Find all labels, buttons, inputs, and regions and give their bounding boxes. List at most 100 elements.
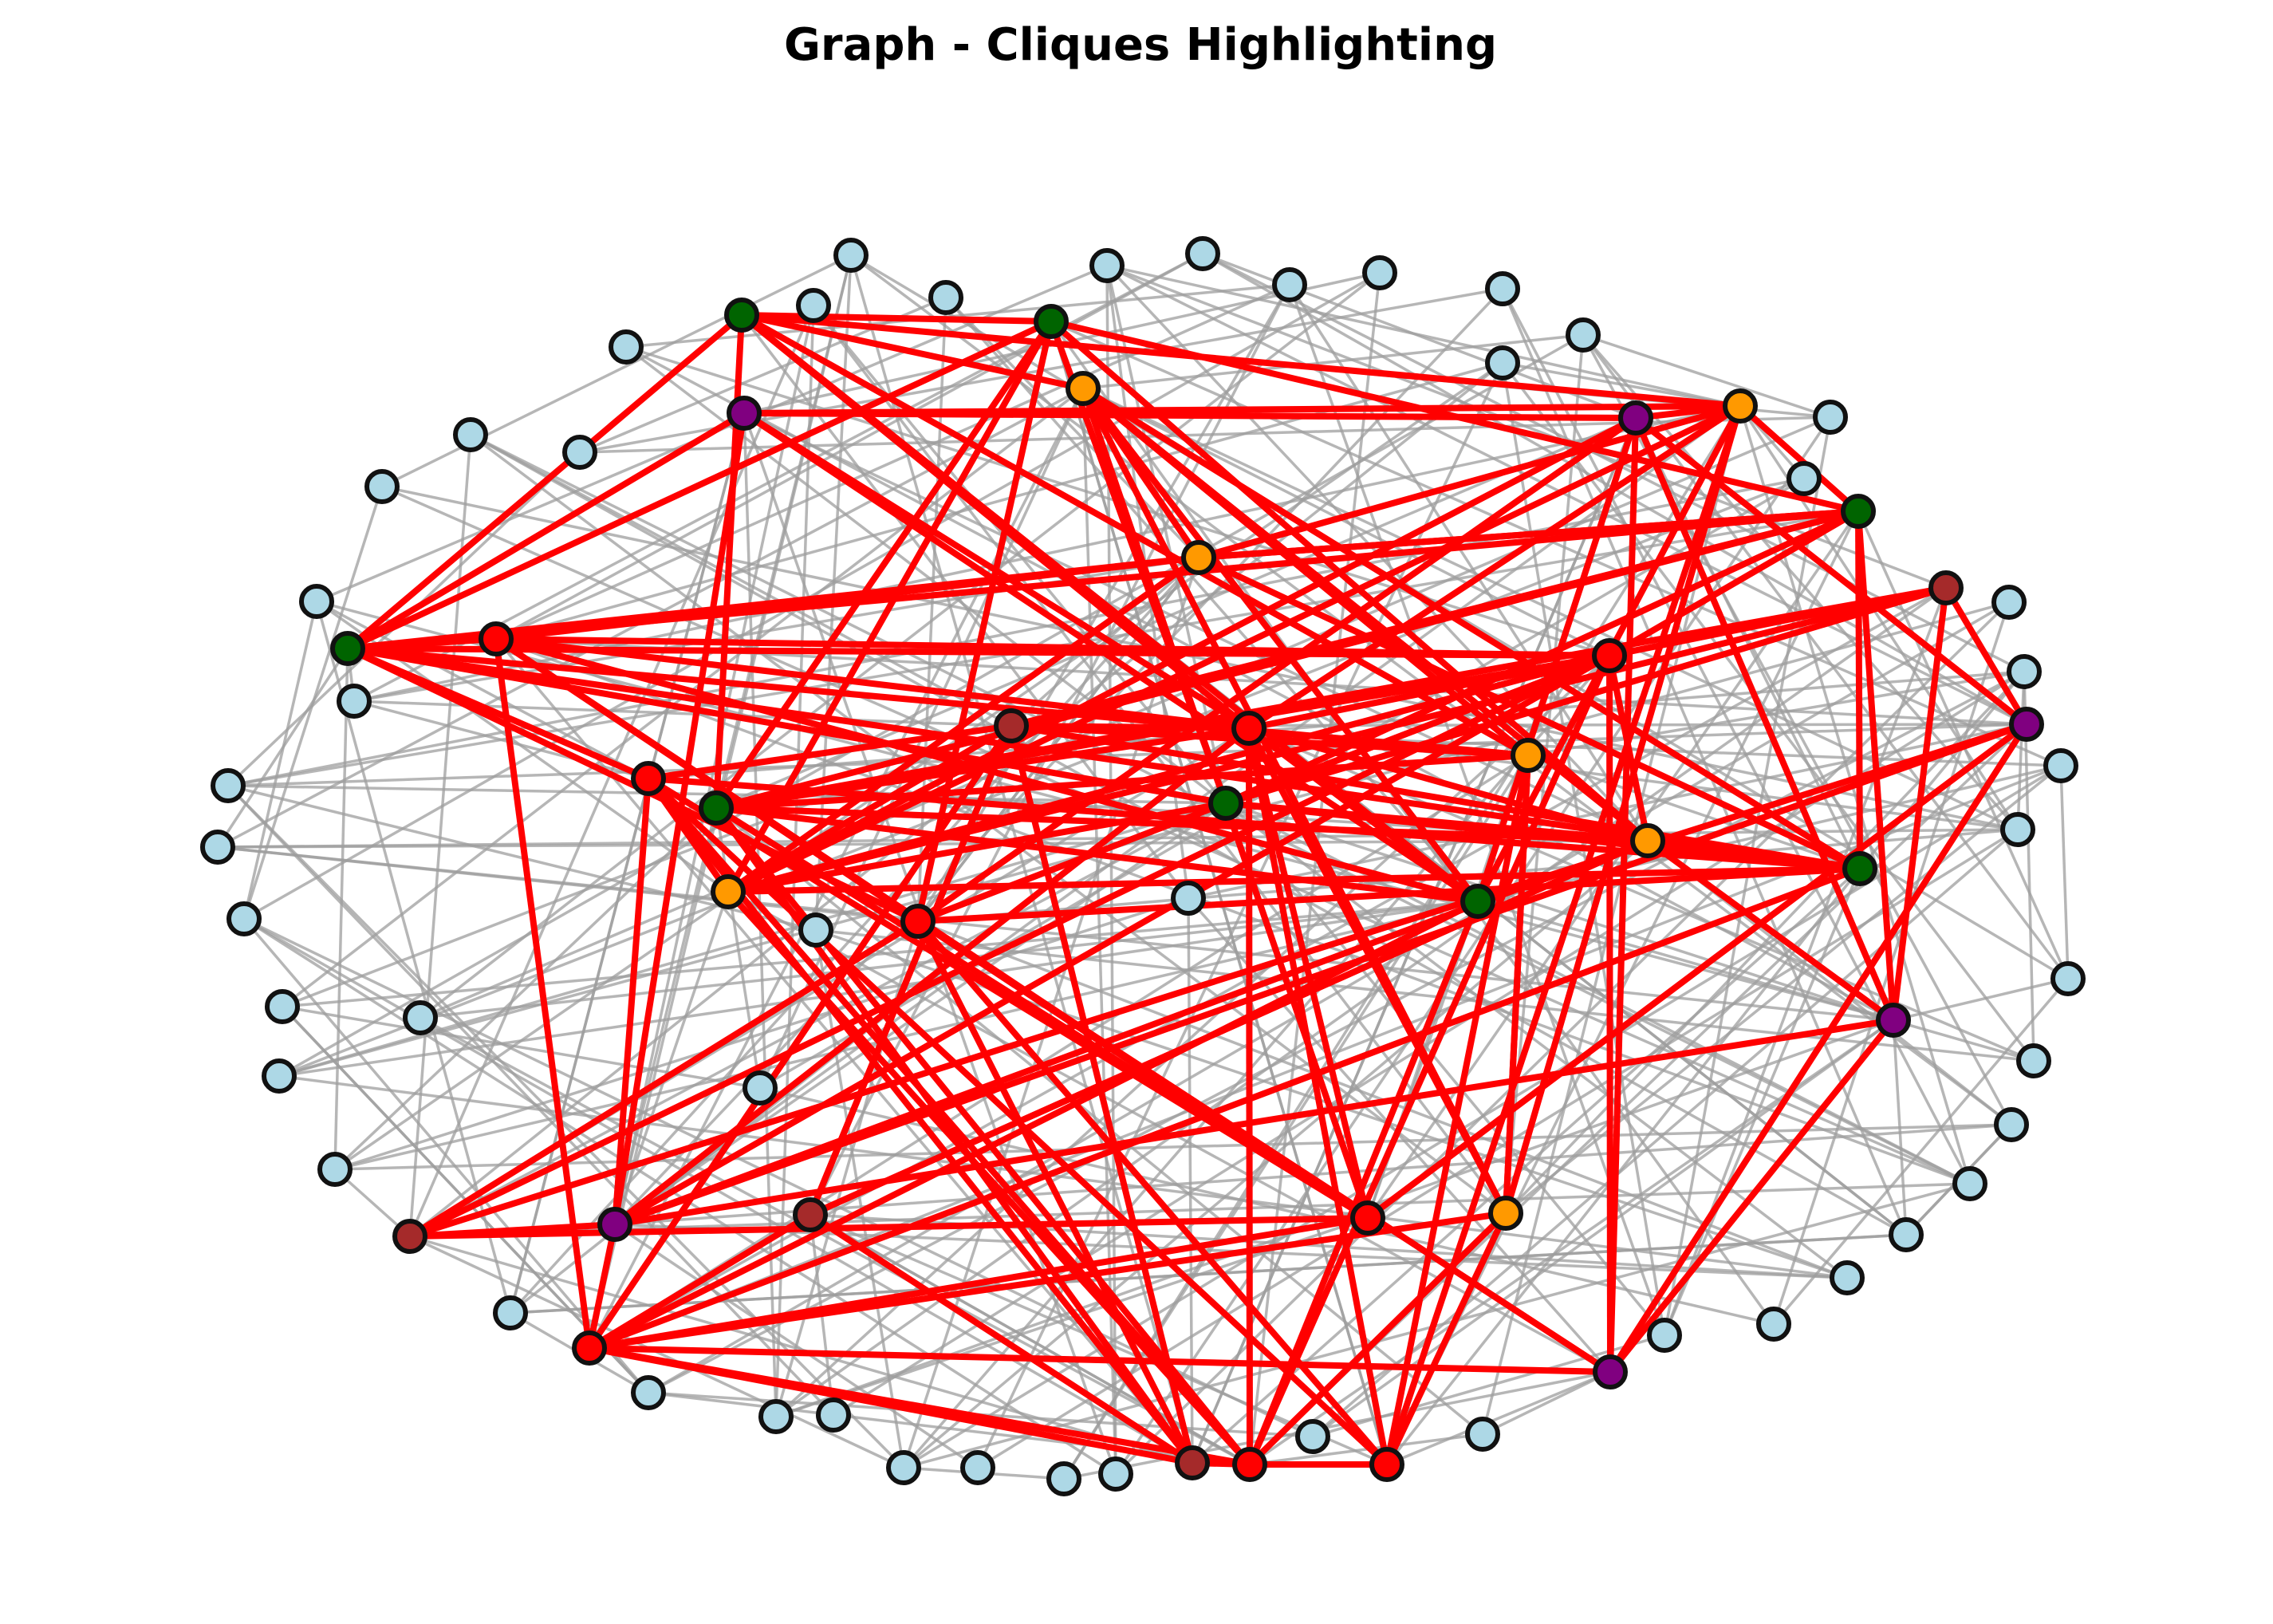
graph-edge xyxy=(625,283,1290,349)
clique-edge xyxy=(614,1017,1894,1228)
clique-edge xyxy=(1633,415,2029,727)
graph-edge xyxy=(243,917,1117,1476)
clique-edge xyxy=(346,645,650,782)
graph-node xyxy=(1756,1307,1791,1342)
clique-node xyxy=(711,874,746,909)
clique-node xyxy=(1592,638,1627,673)
clique-node xyxy=(699,790,734,826)
graph-edge xyxy=(216,648,349,848)
graph-edge xyxy=(381,485,2019,831)
clique-edge xyxy=(1503,755,1531,1214)
clique-edge xyxy=(1738,404,1861,514)
clique-edge xyxy=(1607,1018,1897,1374)
graph-edge xyxy=(333,806,718,1171)
clique-edge xyxy=(613,725,1251,1228)
clique-node xyxy=(2009,707,2044,742)
clique-edge xyxy=(408,652,1611,1240)
clique-edge xyxy=(495,636,1250,731)
clique-edge xyxy=(741,312,1084,392)
graph-node xyxy=(265,989,300,1024)
graph-edge xyxy=(1063,1370,1611,1480)
graph-node xyxy=(403,1000,438,1035)
graph-edge xyxy=(743,412,1649,842)
graph-edge xyxy=(333,648,349,1170)
graph-node xyxy=(1566,317,1601,353)
clique-node xyxy=(994,708,1029,743)
clique-node xyxy=(1231,711,1266,746)
graph-edge xyxy=(1105,265,1227,804)
clique-edge xyxy=(408,918,920,1240)
graph-edge xyxy=(242,917,650,1394)
clique-edge xyxy=(1607,722,2030,1374)
graph-edge xyxy=(613,891,730,1225)
graph-edge xyxy=(408,434,472,1237)
graph-edge xyxy=(1225,802,1894,1022)
clique-edge xyxy=(1607,508,1861,659)
graph-node xyxy=(833,238,869,273)
graph-node xyxy=(960,1450,995,1485)
clique-edge xyxy=(741,312,1741,409)
graph-node xyxy=(2050,961,2086,996)
clique-edge xyxy=(586,1224,618,1349)
graph-edge xyxy=(282,1005,761,1090)
clique-edge xyxy=(586,723,1014,1350)
clique-node xyxy=(1369,1447,1404,1482)
clique-edge xyxy=(495,636,1610,659)
graph-edge xyxy=(1385,867,1861,1466)
graph-edge xyxy=(810,1213,1251,1466)
clique-edge xyxy=(742,410,1480,905)
graph-node xyxy=(796,288,831,323)
clique-edge xyxy=(743,403,1741,416)
clique-edge xyxy=(715,752,1529,811)
graph-node xyxy=(1813,400,1848,435)
graph-node xyxy=(299,584,334,619)
graph-node xyxy=(816,1397,851,1433)
graph-edge xyxy=(1082,333,1584,390)
graph-edge xyxy=(916,556,1200,923)
graph-edge xyxy=(1106,264,1741,408)
graph-node xyxy=(200,830,235,865)
clique-edge xyxy=(1010,508,1859,729)
clique-edge xyxy=(808,1212,1195,1466)
clique-edge xyxy=(589,1210,1507,1351)
graph-node xyxy=(317,1152,353,1187)
clique-edge xyxy=(727,865,1861,895)
clique-edge xyxy=(915,919,1390,1467)
clique-edge xyxy=(1008,725,1196,1464)
clique-edge xyxy=(1384,755,1531,1465)
clique-node xyxy=(724,298,759,333)
graph-node xyxy=(337,684,372,719)
clique-edge xyxy=(1247,654,1613,1466)
graph-node xyxy=(1485,271,1520,306)
graph-edge xyxy=(1663,868,1861,1336)
graph-edge xyxy=(1482,1370,1611,1436)
graph-node xyxy=(798,913,833,948)
graph-edge xyxy=(1739,405,2019,830)
graph-edge xyxy=(1772,977,2070,1326)
clique-edge xyxy=(741,312,1052,325)
clique-edge xyxy=(727,800,1227,895)
graph-node xyxy=(262,1058,297,1094)
graph-node xyxy=(1272,267,1307,302)
clique-edge xyxy=(1247,403,1743,731)
graph-edge xyxy=(1082,387,1610,657)
graph-edge xyxy=(495,252,1203,641)
graph-node xyxy=(1952,1166,1987,1201)
graph-edge xyxy=(614,802,1227,1226)
clique-edge xyxy=(1607,417,1639,1373)
graph-node xyxy=(2007,654,2042,689)
graph-edge xyxy=(1504,764,2062,1215)
clique-edge xyxy=(588,898,1479,1351)
clique-edge xyxy=(1606,655,1613,1373)
graph-node xyxy=(1089,248,1125,283)
graph-node xyxy=(1171,881,1206,916)
clique-edge xyxy=(1198,508,1859,561)
clique-node xyxy=(1876,1003,1911,1038)
clique-edge xyxy=(726,554,1201,895)
clique-node xyxy=(727,396,762,431)
graph-node xyxy=(211,768,246,803)
graph-node xyxy=(1991,585,2027,620)
clique-edge xyxy=(915,321,1054,922)
clique-edge xyxy=(1247,725,1649,844)
clique-node xyxy=(1066,371,1101,406)
